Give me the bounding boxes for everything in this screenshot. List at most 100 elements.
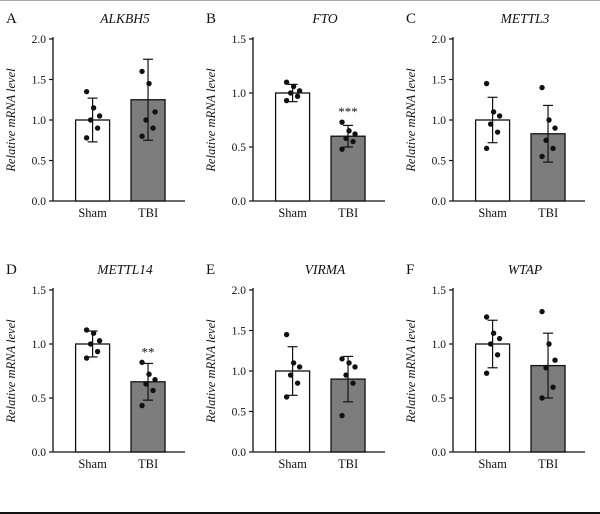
panel-letter: F — [406, 262, 414, 278]
data-point — [139, 68, 145, 75]
data-point — [490, 109, 497, 115]
gene-title: METTL14 — [96, 262, 153, 277]
x-tick-label: TBI — [538, 457, 558, 471]
data-point — [546, 117, 552, 123]
y-tick-label: 1.5 — [232, 325, 247, 337]
data-point — [487, 341, 494, 347]
data-point — [150, 387, 156, 394]
data-point — [539, 84, 545, 91]
x-tick-label: TBI — [338, 206, 358, 220]
chart-FTO: B FTO 0.0 0.5 1.0 1.5 Relative mRNA level Sham T… — [204, 11, 385, 220]
data-point — [90, 330, 97, 336]
panel-letter: D — [6, 262, 17, 278]
panel-B: B FTO 0.0 0.5 1.0 1.5 Relative mRNA level Sham T… — [200, 3, 400, 254]
panel-D: D METTL14 0.0 0.5 1.0 1.5 Relative mRNA level S… — [0, 254, 200, 505]
y-tick-label: 0.0 — [32, 196, 47, 208]
data-point — [150, 125, 156, 131]
data-point — [496, 113, 503, 119]
y-tick-label: 1.5 — [32, 74, 47, 86]
data-point — [143, 117, 149, 123]
data-point — [152, 376, 158, 383]
data-point — [146, 80, 152, 87]
panel-letter: E — [206, 262, 215, 278]
data-point — [339, 119, 345, 125]
y-tick-label: 1.5 — [32, 285, 47, 297]
y-tick-label: 0.0 — [232, 447, 247, 459]
data-point — [283, 394, 290, 400]
y-tick-label: 0.0 — [432, 196, 447, 208]
data-point — [539, 308, 545, 315]
data-point — [539, 395, 545, 401]
x-tick-label: TBI — [538, 206, 558, 220]
significance-stars: *** — [338, 104, 358, 119]
y-tick-label: 0.5 — [232, 406, 247, 418]
data-point — [350, 138, 356, 145]
y-tick-label: 1.0 — [32, 339, 47, 351]
chart-ALKBH5: A ALKBH5 0.0 0.5 1.0 1.5 2.0 Relative mRNA leve… — [4, 11, 185, 220]
x-tick-label: Sham — [78, 457, 107, 471]
bar-Sham — [74, 343, 111, 453]
data-point — [343, 135, 349, 142]
chart-METTL3: C METTL3 0.0 0.5 1.0 1.5 2.0 Relative mRNA leve… — [404, 11, 585, 220]
y-tick-label: 2.0 — [32, 34, 47, 46]
data-point — [483, 370, 490, 376]
panel-C: C METTL3 0.0 0.5 1.0 1.5 2.0 Relative mRNA leve… — [400, 3, 600, 254]
data-point — [339, 412, 345, 419]
data-point — [87, 341, 94, 347]
data-point — [290, 360, 297, 366]
data-point — [139, 359, 145, 366]
data-point — [146, 371, 152, 377]
y-tick-label: 1.5 — [232, 34, 247, 46]
gene-title: ALKBH5 — [99, 11, 150, 26]
data-point — [339, 356, 345, 362]
y-axis-label: Relative mRNA level — [404, 68, 418, 173]
data-point — [296, 364, 303, 370]
panel-letter: C — [406, 11, 416, 27]
significance-stars: ** — [142, 344, 155, 359]
y-tick-label: 0.0 — [232, 196, 247, 208]
x-tick-label: Sham — [478, 457, 507, 471]
data-point — [483, 80, 490, 87]
y-tick-label: 0.0 — [32, 447, 47, 459]
data-point — [550, 145, 556, 152]
data-point — [343, 372, 349, 378]
bar-Sham — [274, 92, 311, 202]
data-point — [352, 131, 358, 137]
y-axis-label: Relative mRNA level — [204, 68, 218, 173]
data-point — [143, 381, 149, 387]
y-tick-label: 1.5 — [432, 285, 447, 297]
data-point — [94, 125, 101, 131]
y-tick-label: 0.0 — [432, 447, 447, 459]
data-point — [83, 88, 90, 95]
data-point — [87, 117, 94, 123]
panel-A: A ALKBH5 0.0 0.5 1.0 1.5 2.0 Relative mRNA leve… — [0, 3, 200, 254]
chart-VIRMA: E VIRMA 0.0 0.5 1.0 1.5 2.0 Relative mRNA level… — [204, 262, 385, 471]
y-tick-label: 1.0 — [432, 339, 447, 351]
data-point — [152, 109, 158, 115]
y-axis-label: Relative mRNA level — [4, 68, 18, 173]
data-point — [552, 357, 558, 363]
data-point — [494, 352, 501, 358]
data-point — [96, 338, 103, 344]
y-tick-label: 2.0 — [432, 34, 447, 46]
x-tick-label: TBI — [338, 457, 358, 471]
gene-title: METTL3 — [500, 11, 550, 26]
data-point — [483, 145, 490, 152]
data-point — [96, 113, 103, 119]
x-tick-label: Sham — [278, 206, 307, 220]
data-point — [543, 137, 549, 143]
y-tick-label: 0.5 — [32, 393, 47, 405]
data-point — [546, 341, 552, 347]
gene-title: FTO — [311, 11, 338, 26]
data-point — [296, 88, 303, 94]
data-point — [483, 314, 490, 320]
data-point — [496, 335, 503, 342]
y-tick-label: 1.5 — [432, 74, 447, 86]
y-tick-label: 1.0 — [232, 366, 247, 378]
y-tick-label: 0.5 — [432, 393, 447, 405]
x-tick-label: Sham — [278, 457, 307, 471]
panel-F: F WTAP 0.0 0.5 1.0 1.5 Relative mRNA level Sham… — [400, 254, 600, 505]
data-point — [543, 365, 549, 371]
x-tick-label: Sham — [478, 206, 507, 220]
